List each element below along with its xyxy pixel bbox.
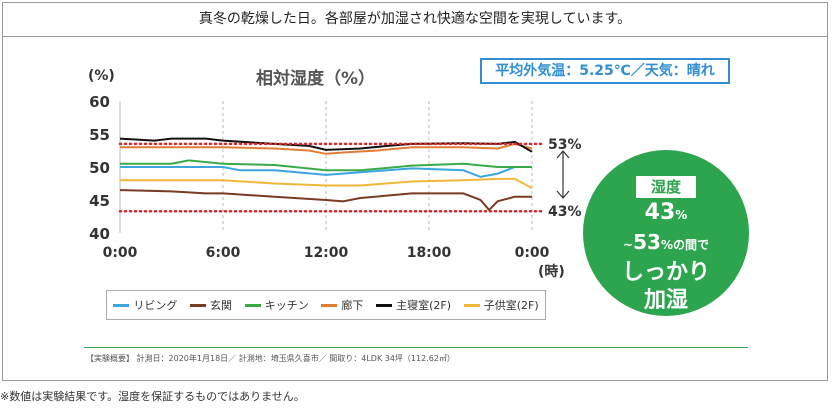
legend-label: 子供室(2F) [483, 299, 539, 312]
series-line [119, 189, 532, 212]
y-tick-label: 40 [89, 225, 110, 243]
legend-swatch [376, 303, 393, 307]
circle-text-line4: 加湿 [643, 288, 688, 313]
humidity-highlight: 湿度 43% ~53%の間で しっかり 加湿 [583, 150, 749, 316]
legend-item: キッチン [244, 297, 309, 313]
divider [84, 347, 748, 348]
y-tick-label: 45 [89, 192, 110, 210]
legend-label: 主寝室(2F) [396, 299, 452, 312]
weather-box: 平均外気温：5.25℃／天気：晴れ [480, 58, 730, 84]
series-line [120, 166, 532, 178]
reference-label: 43% [548, 204, 582, 220]
humidity-badge: 湿度 [636, 176, 696, 198]
legend-swatch [463, 303, 480, 307]
legend-label: キッチン [264, 299, 309, 312]
range-low-unit: % [675, 208, 688, 222]
legend-label: 廊下 [341, 299, 364, 312]
legend-swatch [113, 303, 130, 307]
legend-label: 玄関 [210, 299, 233, 312]
legend-item: 玄関 [190, 297, 232, 313]
series-line [120, 142, 533, 155]
footnote: ※数値は実験結果です。湿度を保証するものではありません。 [0, 390, 305, 403]
reference-label: 53% [548, 137, 582, 153]
legend-swatch [244, 303, 261, 307]
x-tick-label: 18:00 [407, 245, 452, 261]
chart-legend: リビング 玄関 キッチン 廊下 主寝室(2F) 子供室(2F) [106, 290, 546, 320]
y-tick-label: 55 [89, 126, 110, 144]
range-low: 43% [583, 200, 749, 225]
legend-item: 子供室(2F) [463, 297, 539, 313]
legend-item: 主寝室(2F) [376, 297, 451, 313]
experiment-summary: 【実験概要】 計測日：2020年1月18日／ 計測地：埼玉県久喜市／ 間取り：4… [86, 354, 455, 363]
range-high: ~53%の間で [583, 230, 749, 254]
x-tick-label: 12:00 [304, 245, 349, 261]
range-tilde: ~ [623, 238, 634, 252]
series-line [120, 177, 533, 190]
legend-label: リビング [133, 299, 178, 312]
legend-item: 廊下 [321, 297, 363, 313]
legend-swatch [190, 303, 207, 307]
x-tick-label: 6:00 [206, 245, 241, 261]
legend-item: リビング [113, 297, 177, 313]
range-high-unit: %の間で [660, 238, 709, 252]
range-arrow-head-down [556, 190, 570, 199]
chart-frame: 真冬の乾燥した日。各部屋が加湿され快適な空間を実現しています。 [2, 2, 828, 381]
y-axis-unit: (%) [88, 68, 115, 84]
circle-text-line3: しっかり [621, 260, 710, 285]
page-title: 真冬の乾燥した日。各部屋が加湿され快適な空間を実現しています。 [3, 3, 827, 37]
legend-swatch [321, 303, 338, 307]
range-low-value: 43 [644, 200, 676, 225]
y-tick-label: 60 [89, 93, 110, 111]
x-axis-unit: (時) [538, 264, 565, 280]
chart-title: 相対湿度（%） [256, 69, 376, 89]
range-high-value: 53 [633, 230, 661, 254]
x-tick-label: 0:00 [515, 245, 550, 261]
series-line [120, 159, 532, 172]
range-arrow-head-up [556, 150, 570, 159]
x-tick-label: 0:00 [103, 245, 138, 261]
y-tick-label: 50 [89, 159, 110, 177]
